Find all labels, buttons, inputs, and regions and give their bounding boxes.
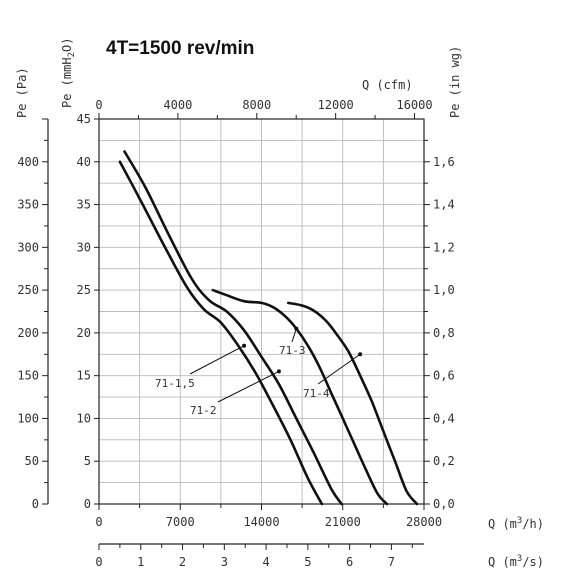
tick-label-inwg: 1,6	[433, 155, 455, 169]
axis-label-m3s: Q (m3/s)	[488, 554, 544, 569]
tick-label-cfm: 0	[95, 98, 102, 112]
axis-label-mmh2o: Pe (mmH2O)	[60, 38, 77, 108]
tick-label-pa: 0	[32, 497, 39, 511]
annotation-leader	[317, 353, 361, 385]
axis-label-m3h-main: Q (m	[488, 517, 517, 531]
tick-label-m3s: 5	[304, 555, 311, 569]
axis-label-pa: Pe (Pa)	[15, 67, 29, 118]
tick-label-mmh2o: 15	[77, 369, 91, 383]
curve-annotations: 71-1,5 71-2 71-3 71-4	[155, 326, 363, 417]
axis-label-m3s-sup: 3	[517, 554, 522, 564]
axis-label-m3h-sup: 3	[517, 516, 522, 526]
tick-label-cfm: 4000	[163, 98, 192, 112]
annotation-leader	[189, 345, 245, 375]
tick-label-m3s: 1	[137, 555, 144, 569]
tick-label-pa: 50	[25, 454, 39, 468]
tick-label-inwg: 1,2	[433, 240, 455, 254]
tick-label-m3s: 6	[346, 555, 353, 569]
annotation-leader	[291, 328, 297, 343]
tick-label-inwg: 1,4	[433, 198, 455, 212]
tick-label-cfm: 16000	[396, 98, 432, 112]
ticks: 0501001502002503003504000510152025303540…	[17, 98, 454, 569]
tick-label-mmh2o: 40	[77, 155, 91, 169]
curve-71-2	[123, 150, 343, 506]
annotation-dot	[276, 369, 281, 374]
tick-label-pa: 400	[17, 155, 39, 169]
tick-label-m3h: 28000	[406, 515, 442, 529]
tick-label-mmh2o: 20	[77, 326, 91, 340]
chart-title: 4T=1500 rev/min	[106, 38, 254, 59]
annotation-label: 71-2	[190, 404, 217, 417]
tick-label-inwg: 0,6	[433, 369, 455, 383]
curve-71-4	[286, 301, 419, 506]
axis-label-m3h: Q (m3/h)	[488, 516, 544, 531]
tick-label-inwg: 0,4	[433, 411, 455, 425]
annotation-dot	[294, 326, 299, 331]
axis-label-mmh2o-sub: 2	[67, 52, 77, 57]
tick-label-pa: 200	[17, 326, 39, 340]
axis-label-mmh2o-main: Pe (mmH	[60, 57, 74, 108]
axis-label-m3h-end: /h)	[522, 517, 544, 531]
annotation-dot	[242, 343, 247, 348]
tick-label-pa: 250	[17, 283, 39, 297]
curve-71-1,5	[118, 160, 324, 506]
axis-label-inwg: Pe (in wg)	[448, 46, 462, 118]
curve-71-3	[211, 288, 389, 506]
tick-label-m3h: 14000	[243, 515, 279, 529]
tick-label-mmh2o: 25	[77, 283, 91, 297]
annotation-label: 71-1,5	[155, 377, 195, 390]
tick-label-mmh2o: 5	[84, 454, 91, 468]
axis-label-m3s-end: /s)	[522, 555, 544, 569]
tick-label-pa: 100	[17, 411, 39, 425]
axis-label-cfm: Q (cfm)	[362, 78, 413, 92]
tick-label-m3h: 21000	[325, 515, 361, 529]
annotation-dot	[358, 352, 363, 357]
tick-label-mmh2o: 0	[84, 497, 91, 511]
tick-label-pa: 350	[17, 198, 39, 212]
tick-label-mmh2o: 30	[77, 240, 91, 254]
tick-label-inwg: 1,0	[433, 283, 455, 297]
axis-label-m3s-main: Q (m	[488, 555, 517, 569]
tick-label-m3s: 2	[179, 555, 186, 569]
tick-label-mmh2o: 35	[77, 198, 91, 212]
tick-label-mmh2o: 45	[77, 112, 91, 126]
grid	[99, 119, 424, 504]
curves	[118, 150, 419, 506]
tick-label-m3h: 0	[95, 515, 102, 529]
annotation-label: 71-4	[303, 387, 330, 400]
tick-label-inwg: 0,2	[433, 454, 455, 468]
annotation-label: 71-3	[279, 344, 306, 357]
tick-label-inwg: 0,0	[433, 497, 455, 511]
tick-label-m3s: 3	[221, 555, 228, 569]
tick-label-pa: 300	[17, 240, 39, 254]
annotation-leader	[217, 370, 280, 403]
tick-label-m3s: 7	[388, 555, 395, 569]
axis-label-mmh2o-end: O)	[60, 38, 74, 52]
tick-label-m3s: 4	[262, 555, 269, 569]
tick-label-m3h: 7000	[166, 515, 195, 529]
tick-label-mmh2o: 10	[77, 411, 91, 425]
tick-label-cfm: 12000	[318, 98, 354, 112]
tick-label-pa: 150	[17, 369, 39, 383]
tick-label-cfm: 8000	[242, 98, 271, 112]
tick-label-m3s: 0	[95, 555, 102, 569]
tick-label-inwg: 0,8	[433, 326, 455, 340]
